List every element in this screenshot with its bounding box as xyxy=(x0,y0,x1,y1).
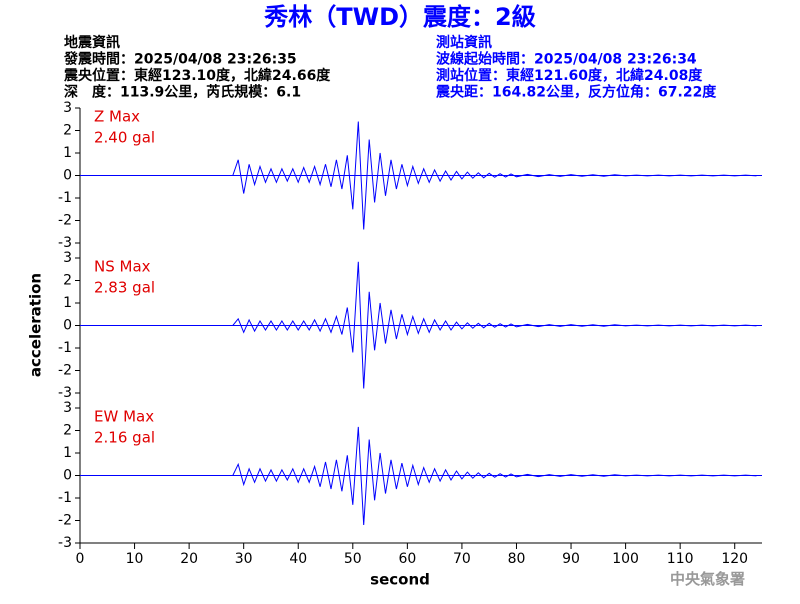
series-max: 2.40 gal xyxy=(94,129,155,147)
series-max: 2.83 gal xyxy=(94,279,155,297)
y-tick-label: -3 xyxy=(58,535,72,551)
series-name: EW Max xyxy=(94,408,154,426)
y-tick-label: -1 xyxy=(58,490,72,506)
y-tick-label: -3 xyxy=(58,385,72,401)
x-axis-label: second xyxy=(370,571,430,589)
waveform xyxy=(80,121,757,230)
waveform xyxy=(80,426,757,526)
header-left: 地震資訊 xyxy=(64,34,120,51)
header-right: 測站位置：東經121.60度，北緯24.08度 xyxy=(436,67,703,84)
y-tick-label: 0 xyxy=(63,468,72,484)
x-tick-label: 90 xyxy=(562,551,580,567)
y-tick-label: 2 xyxy=(63,123,72,139)
y-tick-label: 0 xyxy=(63,318,72,334)
y-tick-label: 1 xyxy=(63,295,72,311)
header-left: 震央位置：東經123.10度，北緯24.66度 xyxy=(63,67,331,84)
y-tick-label: -1 xyxy=(58,340,72,356)
y-tick-label: 1 xyxy=(63,445,72,461)
x-tick-label: 0 xyxy=(76,551,85,567)
y-tick-label: 3 xyxy=(63,100,72,116)
y-tick-label: -2 xyxy=(58,213,72,229)
x-tick-label: 80 xyxy=(508,551,526,567)
header-right: 震央距：164.82公里，反方位角：67.22度 xyxy=(435,84,717,101)
series-name: NS Max xyxy=(94,258,151,276)
x-tick-label: 60 xyxy=(398,551,416,567)
x-tick-label: 30 xyxy=(235,551,253,567)
x-tick-label: 20 xyxy=(180,551,198,567)
waveform xyxy=(80,261,757,389)
x-tick-label: 120 xyxy=(721,551,748,567)
x-tick-label: 100 xyxy=(612,551,639,567)
y-tick-label: 1 xyxy=(63,145,72,161)
y-tick-label: 0 xyxy=(63,168,72,184)
x-tick-label: 50 xyxy=(344,551,362,567)
header-right: 測站資訊 xyxy=(436,34,492,51)
y-tick-label: -2 xyxy=(58,363,72,379)
y-tick-label: -1 xyxy=(58,190,72,206)
x-tick-label: 10 xyxy=(126,551,144,567)
x-tick-label: 110 xyxy=(667,551,694,567)
header-left: 深 度：113.9公里，芮氏規模：6.1 xyxy=(64,84,301,101)
y-axis-label: acceleration xyxy=(27,273,45,377)
x-tick-label: 70 xyxy=(453,551,471,567)
header-right: 波線起始時間：2025/04/08 23:26:34 xyxy=(436,51,697,68)
y-tick-label: -2 xyxy=(58,513,72,529)
y-tick-label: 2 xyxy=(63,273,72,289)
y-tick-label: -3 xyxy=(58,235,72,251)
y-tick-label: 2 xyxy=(63,423,72,439)
y-tick-label: 3 xyxy=(63,400,72,416)
x-tick-label: 40 xyxy=(289,551,307,567)
credit: 中央氣象署 xyxy=(670,570,745,588)
chart-title: 秀林（TWD）震度：2級 xyxy=(263,3,535,31)
header-left: 發震時間：2025/04/08 23:26:35 xyxy=(63,51,297,68)
y-tick-label: 3 xyxy=(63,250,72,266)
series-name: Z Max xyxy=(94,108,140,126)
series-max: 2.16 gal xyxy=(94,429,155,447)
